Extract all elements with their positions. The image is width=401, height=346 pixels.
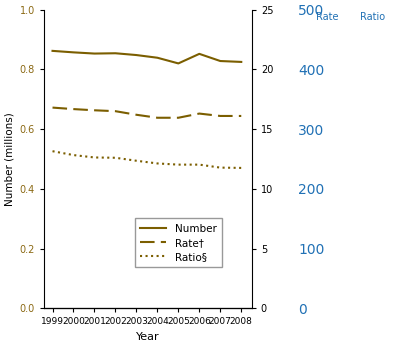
Number — [113, 51, 118, 55]
Rate† — [176, 116, 181, 120]
Text: Ratio: Ratio — [360, 12, 385, 22]
Ratio§ — [155, 161, 160, 165]
Number — [218, 59, 223, 63]
Line: Ratio§: Ratio§ — [53, 151, 241, 168]
Rate† — [113, 109, 118, 113]
Rate† — [155, 116, 160, 120]
Ratio§ — [134, 159, 139, 163]
X-axis label: Year: Year — [136, 332, 160, 342]
Rate† — [92, 108, 97, 112]
Line: Rate†: Rate† — [53, 108, 241, 118]
Ratio§ — [176, 163, 181, 167]
Y-axis label: Number (millions): Number (millions) — [4, 112, 14, 206]
Line: Number: Number — [53, 51, 241, 63]
Number — [71, 50, 76, 54]
Number — [239, 60, 244, 64]
Number — [197, 52, 202, 56]
Number — [155, 56, 160, 60]
Ratio§ — [92, 155, 97, 160]
Rate† — [71, 107, 76, 111]
Number — [176, 61, 181, 65]
Ratio§ — [113, 156, 118, 160]
Number — [134, 53, 139, 57]
Rate† — [197, 111, 202, 116]
Ratio§ — [197, 163, 202, 167]
Number — [92, 52, 97, 56]
Legend: Number, Rate†, Ratio§: Number, Rate†, Ratio§ — [135, 218, 222, 267]
Rate† — [218, 114, 223, 118]
Number — [50, 49, 55, 53]
Ratio§ — [50, 149, 55, 153]
Rate† — [50, 106, 55, 110]
Ratio§ — [71, 153, 76, 157]
Ratio§ — [239, 166, 244, 170]
Rate† — [239, 114, 244, 118]
Text: Rate: Rate — [316, 12, 338, 22]
Rate† — [134, 113, 139, 117]
Ratio§ — [218, 165, 223, 170]
